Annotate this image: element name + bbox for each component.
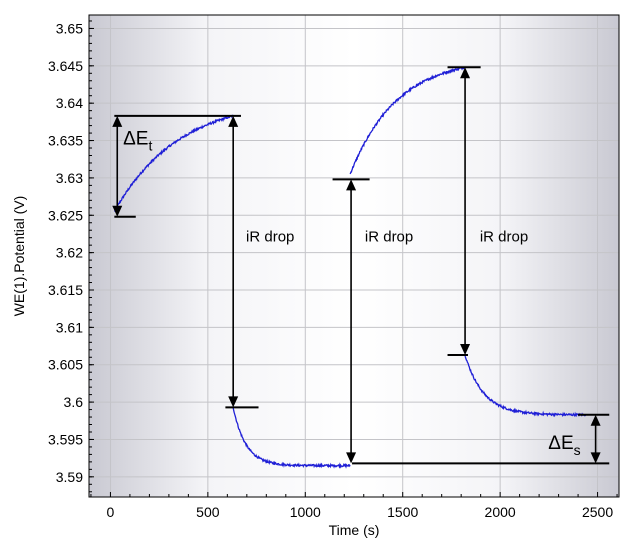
x-tick-label: 1500 xyxy=(387,504,418,520)
y-tick-label: 3.635 xyxy=(48,133,83,149)
ir-drop-label: iR drop xyxy=(480,228,528,245)
y-axis-label: WE(1).Potential (V) xyxy=(11,196,27,317)
y-tick-label: 3.61 xyxy=(56,319,83,335)
pulse-curve xyxy=(349,66,466,175)
arrow-head-up xyxy=(112,115,123,127)
grid xyxy=(89,15,619,497)
y-tick-label: 3.645 xyxy=(48,58,83,74)
y-tick-label: 3.65 xyxy=(56,20,83,36)
delta-e-t-label: ΔEt xyxy=(123,128,152,153)
y-tick-label: 3.605 xyxy=(48,357,83,373)
arrow-head-down xyxy=(590,452,601,464)
arrow-head-down xyxy=(346,452,357,464)
delta-e-s-label: ΔEs xyxy=(548,433,580,458)
plot-frame xyxy=(88,14,620,498)
x-tick-label: 0 xyxy=(107,504,115,520)
axis-ticks: 0 500 1000 1500 2000 2500 3.59 3.595 3.6 3.605 3.6… xyxy=(48,20,618,520)
potential-series xyxy=(114,66,587,469)
arrow-head-up xyxy=(460,67,471,79)
y-tick-label: 3.59 xyxy=(56,469,83,485)
pulse-curve xyxy=(114,114,234,212)
arrow-head-down xyxy=(460,344,471,356)
y-tick-label: 3.63 xyxy=(56,170,83,186)
arrow-head-up xyxy=(590,414,601,426)
arrow-head-up xyxy=(228,115,239,127)
ir-drop-label: iR drop xyxy=(246,228,294,245)
y-tick-label: 3.62 xyxy=(56,245,83,261)
relaxation-curve xyxy=(232,407,351,469)
y-tick-label: 3.625 xyxy=(48,207,83,223)
arrow-head-up xyxy=(346,179,357,191)
x-tick-label: 500 xyxy=(196,504,220,520)
y-tick-label: 3.64 xyxy=(56,95,83,111)
annotations: iR drop iR drop iR drop ΔEt ΔEs xyxy=(112,66,610,465)
ir-drop-label: iR drop xyxy=(365,228,413,245)
plot-area xyxy=(89,15,619,497)
x-tick-label: 2500 xyxy=(582,504,613,520)
y-tick-label: 3.595 xyxy=(48,431,83,447)
arrow-head-down xyxy=(228,396,239,408)
relaxation-curve xyxy=(464,355,587,418)
y-tick-label: 3.615 xyxy=(48,282,83,298)
x-tick-label: 2000 xyxy=(485,504,516,520)
y-tick-label: 3.6 xyxy=(64,394,84,410)
x-tick-label: 1000 xyxy=(290,504,321,520)
arrow-head-down xyxy=(112,205,123,217)
x-axis-label: Time (s) xyxy=(329,522,380,538)
